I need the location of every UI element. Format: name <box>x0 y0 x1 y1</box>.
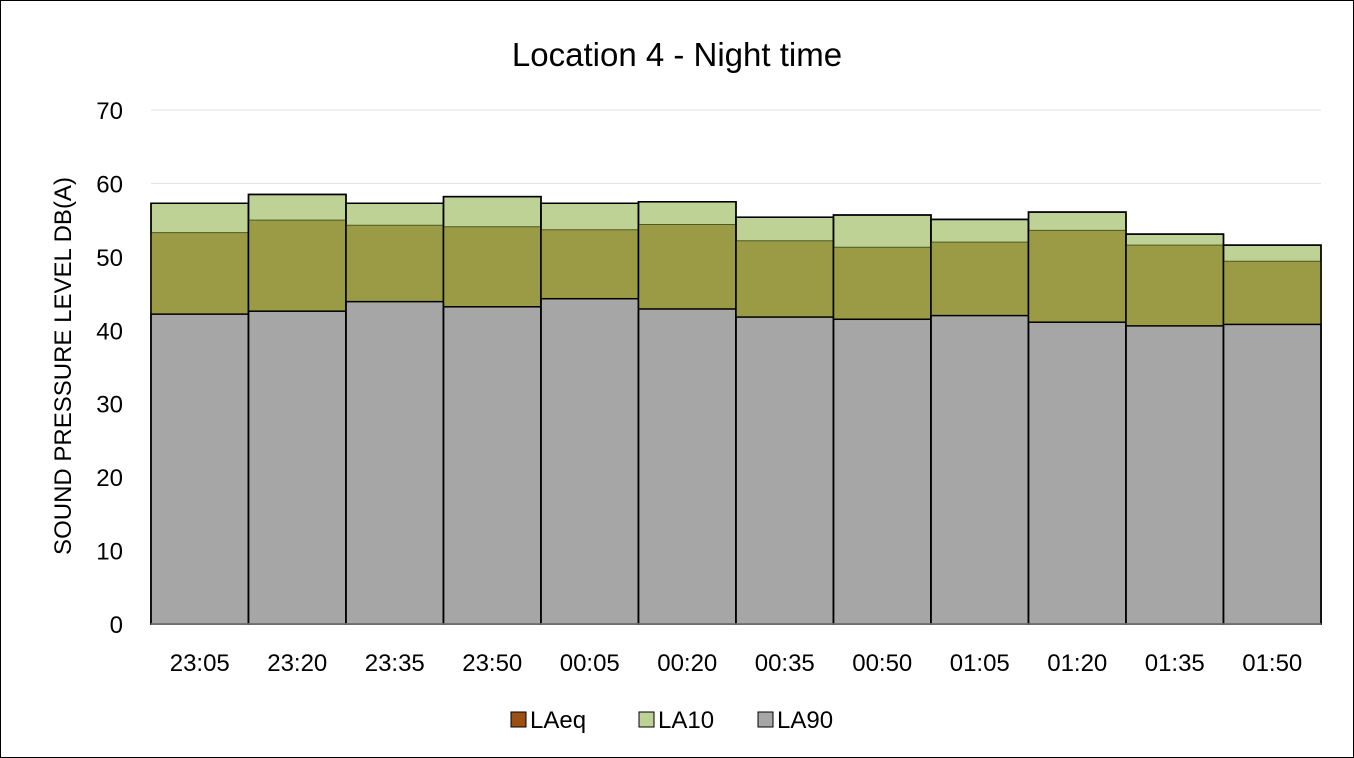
legend: LAeq LA10 LA90 <box>510 707 833 734</box>
bar-la90 <box>247 310 347 625</box>
bar-la90 <box>1027 321 1127 625</box>
bar-la90 <box>930 314 1030 625</box>
x-tick-label: 00:20 <box>657 650 717 677</box>
x-tick-label: 01:35 <box>1145 650 1205 677</box>
legend-swatch-la90 <box>757 711 774 728</box>
bar-la90 <box>540 297 640 625</box>
x-tick-labels: 23:05 23:20 23:35 23:50 00:05 00:20 00:35 00:50… <box>170 650 1303 677</box>
bar-la90 <box>345 300 445 625</box>
y-tick-label: 60 <box>96 171 123 198</box>
x-tick-label: 00:35 <box>755 650 815 677</box>
bars <box>150 193 1322 625</box>
x-tick-label: 01:20 <box>1047 650 1107 677</box>
bar-la90 <box>832 318 932 625</box>
y-tick-label: 30 <box>96 392 123 419</box>
x-tick-label: 01:50 <box>1242 650 1302 677</box>
chart-title: Location 4 - Night time <box>512 36 842 73</box>
legend-label-la90: LA90 <box>777 707 833 734</box>
x-tick-label: 00:05 <box>560 650 620 677</box>
y-tick-label: 10 <box>96 539 123 566</box>
y-tick-label: 50 <box>96 245 123 272</box>
bar-la90 <box>735 316 835 625</box>
bar-la90 <box>150 313 250 625</box>
bar-la90 <box>637 308 737 625</box>
y-axis-label: SOUND PRESSURE LEVEL DB(A) <box>50 177 77 555</box>
y-tick-label: 0 <box>110 612 123 639</box>
x-tick-label: 23:20 <box>267 650 327 677</box>
bar-la90 <box>1125 325 1225 625</box>
y-tick-label: 20 <box>96 465 123 492</box>
bar-la90 <box>1222 323 1322 625</box>
legend-swatch-laeq <box>510 711 527 728</box>
y-tick-label: 70 <box>96 98 123 125</box>
legend-label-laeq: LAeq <box>530 707 586 734</box>
x-tick-label: 23:35 <box>365 650 425 677</box>
legend-swatch-la10 <box>638 711 655 728</box>
x-tick-label: 00:50 <box>852 650 912 677</box>
x-tick-label: 23:05 <box>170 650 230 677</box>
bar-la90 <box>442 306 542 625</box>
y-tick-labels: 0 10 20 30 40 50 60 70 <box>96 98 123 639</box>
x-tick-label: 01:05 <box>950 650 1010 677</box>
legend-label-la10: LA10 <box>658 707 714 734</box>
x-tick-label: 23:50 <box>462 650 522 677</box>
y-tick-label: 40 <box>96 318 123 345</box>
